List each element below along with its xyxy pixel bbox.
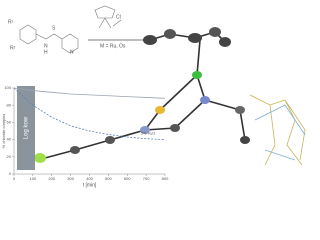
- series-line: [13, 87, 166, 140]
- x-tick-label: 600: [124, 176, 131, 181]
- y-tick-label: 0: [9, 171, 12, 176]
- chart: Log kow 0 20 40 60 80 100 0 100 200 300 400 500 600 70…: [1, 85, 169, 188]
- label: S: [52, 25, 56, 31]
- log-kow-box: [17, 86, 35, 170]
- y-tick-label: 40: [7, 137, 12, 142]
- x-tick-label: 400: [86, 176, 93, 181]
- x-tick-label: 300: [67, 176, 74, 181]
- x-tick-label: 500: [105, 176, 112, 181]
- label: R²: [10, 45, 16, 51]
- label: N: [70, 49, 74, 55]
- crystal-structure: [34, 27, 306, 166]
- label: Cl: [116, 14, 121, 20]
- x-tick-label: 100: [30, 176, 37, 181]
- graphical-abstract: R¹ R² N H S N M = Ru, Os Cl Log kow 0 20 40…: [1, 5, 306, 188]
- y-tick-label: 80: [7, 102, 12, 107]
- y-axis-label: % chloride complex: [1, 114, 6, 149]
- x-tick-label: 800: [162, 176, 169, 181]
- y-tick-label: 100: [4, 85, 11, 90]
- series-line: [13, 87, 166, 99]
- x-tick-label: 200: [48, 176, 55, 181]
- x-tick-label: 700: [143, 176, 150, 181]
- annotation: 5% H₂O: [141, 131, 155, 136]
- label: N: [44, 43, 48, 49]
- label: R¹: [8, 19, 14, 25]
- x-axis-label: t [min]: [83, 182, 97, 188]
- label: H: [44, 49, 48, 55]
- precursor-sketch: [94, 5, 122, 29]
- label: M = Ru, Os: [100, 43, 126, 49]
- x-tick-label: 0: [13, 176, 16, 181]
- y-tick-label: 20: [7, 154, 12, 159]
- annotation: Log kow: [24, 116, 30, 139]
- ligand-sketch: [19, 24, 79, 54]
- y-tick-label: 60: [7, 119, 12, 124]
